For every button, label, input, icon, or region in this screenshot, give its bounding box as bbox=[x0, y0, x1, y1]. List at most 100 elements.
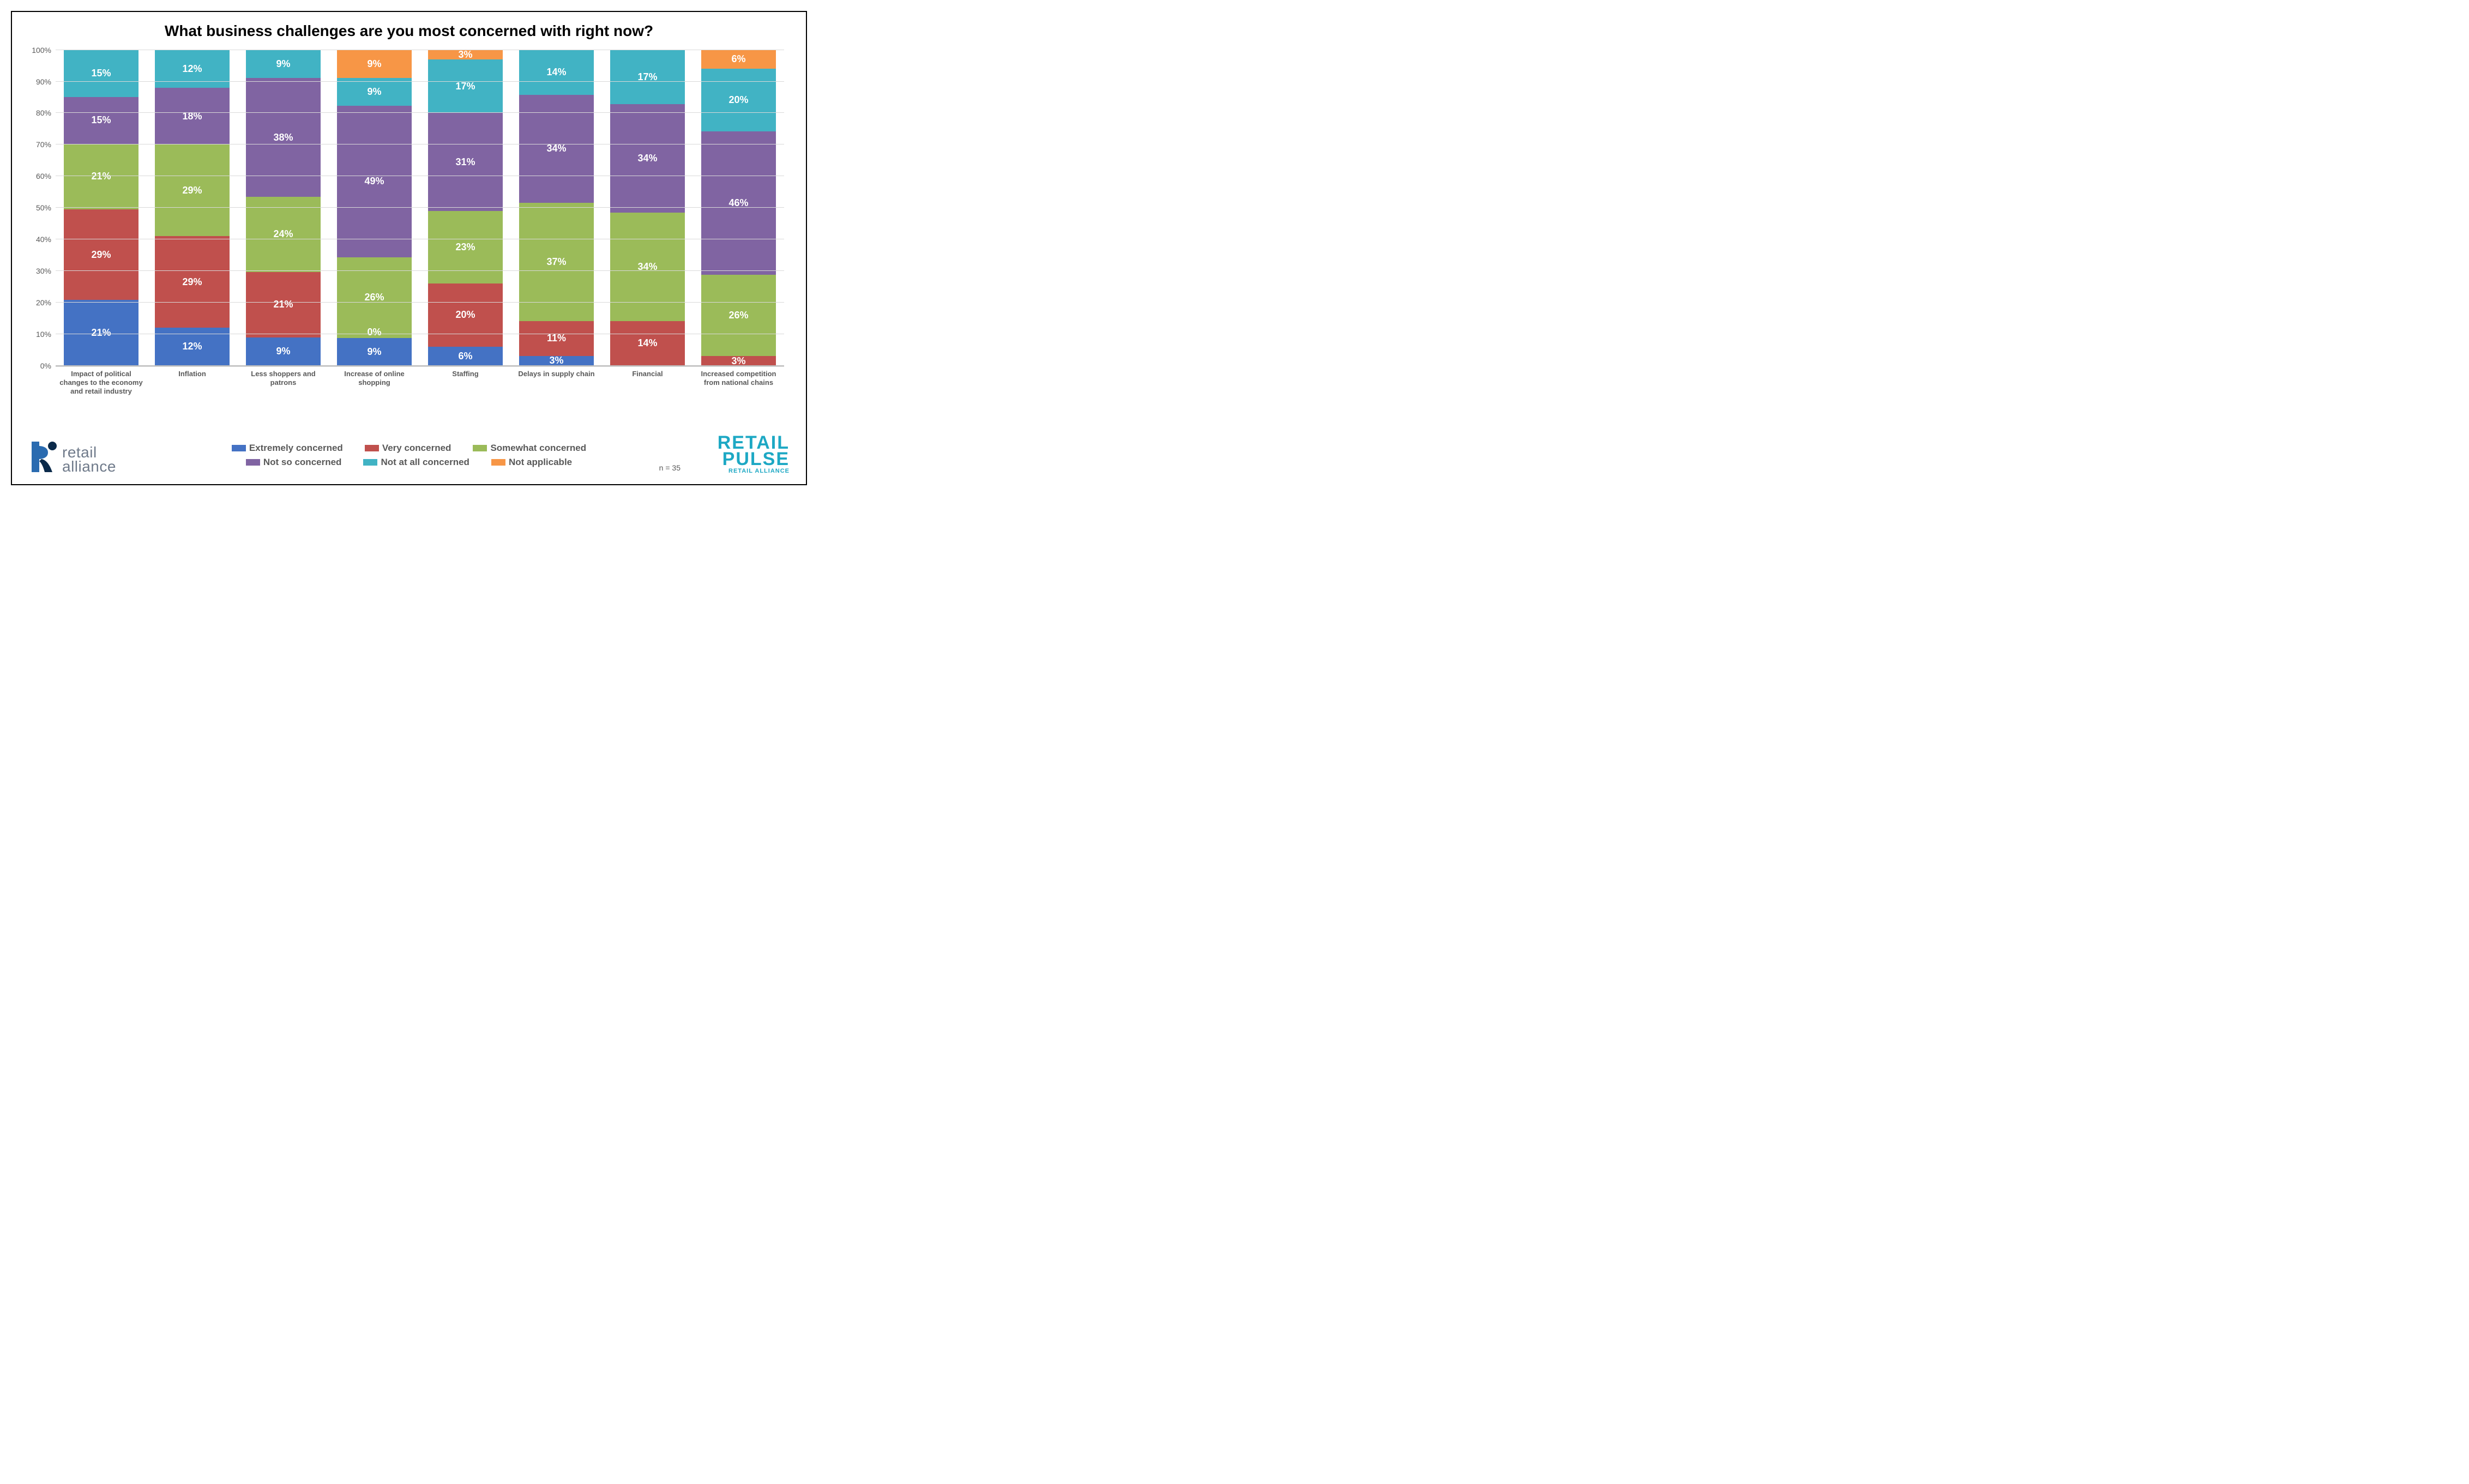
bar-segment: 29% bbox=[64, 209, 138, 300]
segment-label: 0% bbox=[337, 327, 412, 338]
gridline bbox=[56, 207, 784, 208]
logo-retail-pulse: RETAIL PULSE RETAIL ALLIANCE bbox=[686, 435, 790, 479]
stacked-bar: 3%26%46%20%6% bbox=[701, 50, 776, 366]
legend-item: Somewhat concerned bbox=[473, 443, 586, 454]
y-tick-label: 100% bbox=[32, 46, 56, 55]
bar-segment: 23% bbox=[428, 211, 503, 283]
x-axis-label: Less shoppers and patrons bbox=[238, 366, 329, 396]
logo-right-line2: PULSE bbox=[686, 451, 790, 468]
legend-swatch bbox=[232, 445, 246, 451]
legend-item: Not so concerned bbox=[246, 457, 342, 468]
bar-segment: 20% bbox=[701, 69, 776, 131]
x-axis-label: Increase of online shopping bbox=[329, 366, 420, 396]
y-tick-label: 60% bbox=[36, 172, 56, 180]
legend-label: Somewhat concerned bbox=[490, 443, 586, 454]
x-axis-label: Inflation bbox=[147, 366, 238, 396]
legend-label: Not at all concerned bbox=[381, 457, 469, 468]
bar-segment: 6% bbox=[428, 347, 503, 366]
bar-segment: 26% bbox=[701, 275, 776, 356]
bar-segment: 15% bbox=[64, 97, 138, 144]
stacked-bar: 9%21%24%38%9% bbox=[246, 50, 321, 366]
legend-row: Extremely concernedVery concernedSomewha… bbox=[232, 443, 586, 454]
bar-segment: 17% bbox=[610, 50, 685, 104]
legend-row: Not so concerned Not at all concerned Not … bbox=[246, 457, 572, 468]
legend-item: Not at all concerned bbox=[363, 457, 469, 468]
legend-swatch bbox=[363, 459, 377, 466]
chart-container: What business challenges are you most co… bbox=[11, 11, 807, 485]
logo-right-line3: RETAIL ALLIANCE bbox=[686, 468, 790, 474]
stacked-bar: 14%34%34%17% bbox=[610, 50, 685, 366]
legend-item: Not applicable bbox=[491, 457, 572, 468]
x-axis-labels: Impact of political changes to the econo… bbox=[56, 366, 784, 396]
y-tick-label: 30% bbox=[36, 267, 56, 275]
y-tick-label: 20% bbox=[36, 298, 56, 307]
bar-segment: 29% bbox=[155, 236, 230, 328]
bar-segment: 9% bbox=[246, 50, 321, 79]
bar-slot: 9%21%24%38%9% bbox=[238, 50, 329, 366]
bar-segment: 34% bbox=[519, 95, 594, 203]
logo-retail-alliance: retail alliance bbox=[28, 439, 132, 479]
bar-slot: 3%11%37%34%14% bbox=[511, 50, 602, 366]
retail-alliance-mark-icon bbox=[28, 439, 59, 474]
bar-segment: 14% bbox=[610, 321, 685, 366]
legend-label: Not so concerned bbox=[263, 457, 342, 468]
x-axis-label: Delays in supply chain bbox=[511, 366, 602, 396]
bar-segment: 9% bbox=[337, 50, 412, 78]
y-tick-label: 40% bbox=[36, 235, 56, 244]
logo-left-line1: retail bbox=[62, 445, 116, 460]
bar-segment: 21% bbox=[64, 300, 138, 365]
bar-slot: 6%20%23%31%17%3% bbox=[420, 50, 511, 366]
x-axis-label: Staffing bbox=[420, 366, 511, 396]
bar-segment: 46% bbox=[701, 131, 776, 275]
bar-segment: 38% bbox=[246, 78, 321, 197]
gridline bbox=[56, 270, 784, 271]
chart-title: What business challenges are you most co… bbox=[28, 22, 790, 40]
bar-slot: 12%29%29%18%12% bbox=[147, 50, 238, 366]
stacked-bar: 12%29%29%18%12% bbox=[155, 50, 230, 366]
stacked-bar: 6%20%23%31%17%3% bbox=[428, 50, 503, 366]
legend-label: Not applicable bbox=[509, 457, 572, 468]
y-tick-label: 0% bbox=[40, 361, 56, 370]
gridline bbox=[56, 302, 784, 303]
bar-segment: 6% bbox=[701, 50, 776, 69]
stacked-bar: 21%29%21%15%15% bbox=[64, 50, 138, 366]
bar-segment: 3% bbox=[428, 50, 503, 59]
bar-segment: 29% bbox=[155, 144, 230, 236]
y-tick-label: 10% bbox=[36, 330, 56, 339]
bar-segment: 20% bbox=[428, 283, 503, 347]
bar-segment: 21% bbox=[246, 272, 321, 337]
legend-swatch bbox=[246, 459, 260, 466]
y-tick-label: 70% bbox=[36, 140, 56, 149]
x-axis-label: Increased competition from national chai… bbox=[693, 366, 784, 396]
legend-item: Extremely concerned bbox=[232, 443, 343, 454]
bar-slot: 14%34%34%17% bbox=[602, 50, 693, 366]
bar-segment: 34% bbox=[610, 104, 685, 213]
gridline bbox=[56, 112, 784, 113]
bar-segment: 37% bbox=[519, 203, 594, 321]
logo-left-line2: alliance bbox=[62, 460, 116, 474]
bar-segment: 15% bbox=[64, 50, 138, 97]
bar-slot: 21%29%21%15%15% bbox=[56, 50, 147, 366]
bars-group: 21%29%21%15%15%12%29%29%18%12%9%21%24%38… bbox=[56, 50, 784, 366]
stacked-bar: 3%11%37%34%14% bbox=[519, 50, 594, 366]
bar-segment: 21% bbox=[64, 144, 138, 209]
bar-segment: 31% bbox=[428, 113, 503, 210]
bar-slot: 9%0%26%49%9%9% bbox=[329, 50, 420, 366]
bar-segment: 14% bbox=[519, 50, 594, 95]
bar-segment: 49% bbox=[337, 106, 412, 257]
y-tick-label: 80% bbox=[36, 108, 56, 117]
legend-swatch bbox=[365, 445, 379, 451]
gridline bbox=[56, 81, 784, 82]
sample-size-note: n = 35 bbox=[659, 463, 681, 472]
bar-segment: 24% bbox=[246, 197, 321, 272]
stacked-bar: 9%0%26%49%9%9% bbox=[337, 50, 412, 366]
bar-segment: 3% bbox=[701, 356, 776, 365]
bar-segment: 26% bbox=[337, 257, 412, 338]
x-axis-label: Impact of political changes to the econo… bbox=[56, 366, 147, 396]
x-axis-label: Financial bbox=[602, 366, 693, 396]
legend-swatch bbox=[491, 459, 505, 466]
y-tick-label: 50% bbox=[36, 203, 56, 212]
legend-label: Extremely concerned bbox=[249, 443, 343, 454]
bar-segment: 11% bbox=[519, 321, 594, 356]
plot-area: 21%29%21%15%15%12%29%29%18%12%9%21%24%38… bbox=[56, 50, 784, 366]
